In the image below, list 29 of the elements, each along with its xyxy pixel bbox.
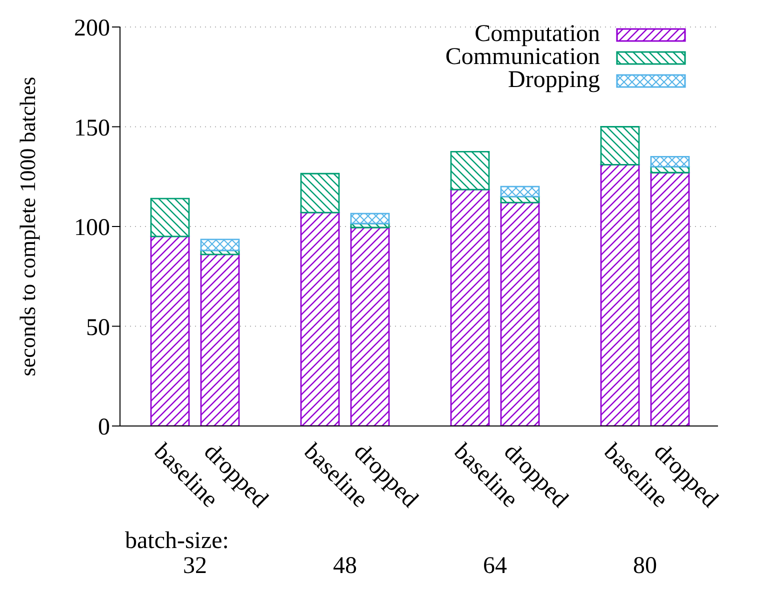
bar	[350, 226, 390, 426]
text: 32	[182, 553, 208, 580]
bar	[350, 212, 390, 224]
bar	[600, 164, 640, 426]
bar	[450, 188, 490, 426]
bar	[650, 156, 690, 168]
bar	[650, 172, 690, 426]
y-tick-label: 0	[98, 414, 110, 441]
bar	[150, 198, 190, 238]
y-axis-title: seconds to complete 1000 batches	[14, 76, 40, 376]
text: 80	[632, 553, 658, 580]
bar	[600, 126, 640, 166]
text: 64	[482, 553, 508, 580]
y-tick-label: 50	[86, 314, 110, 341]
y-tick-label: 200	[74, 16, 110, 42]
y-tick-label: 150	[74, 115, 110, 142]
y-tick-label: 100	[74, 215, 110, 242]
bar	[300, 212, 340, 426]
text: batch-size:	[125, 528, 229, 555]
bar	[300, 172, 340, 214]
bar	[200, 238, 240, 252]
text: 48	[332, 553, 358, 580]
legend-label: Computation	[474, 21, 600, 47]
bar	[450, 150, 490, 190]
bar	[500, 186, 540, 198]
bar	[150, 236, 190, 426]
bar	[200, 254, 240, 426]
legend-label: Dropping	[508, 67, 600, 93]
bar	[500, 202, 540, 426]
